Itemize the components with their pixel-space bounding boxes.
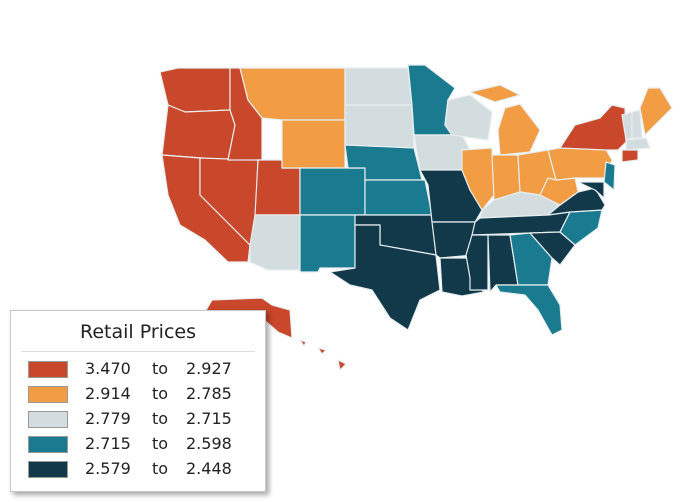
- state: [559, 209, 603, 246]
- state: [577, 181, 605, 199]
- legend-swatch: [28, 436, 68, 453]
- legend-swatch: [28, 461, 68, 478]
- legend-entry: 2.914 to 2.785: [11, 384, 265, 404]
- legend-swatch: [28, 361, 68, 378]
- legend-entry: 2.579 to 2.448: [11, 459, 265, 479]
- state: [469, 84, 541, 156]
- range-word: to: [152, 434, 169, 453]
- state: [299, 167, 366, 216]
- state: [249, 214, 301, 271]
- range-from: 2.779: [85, 409, 131, 428]
- state: [509, 232, 553, 286]
- state: [444, 94, 493, 141]
- range-to: 2.785: [186, 384, 232, 403]
- state: [299, 339, 347, 371]
- range-to: 2.715: [186, 409, 232, 428]
- range-word: to: [152, 359, 169, 378]
- range-word: to: [152, 409, 169, 428]
- state: [329, 224, 441, 331]
- legend-entry: 3.470 to 2.927: [11, 359, 265, 379]
- state: [559, 104, 627, 151]
- state: [431, 221, 476, 259]
- state: [281, 119, 346, 169]
- range-to: 2.448: [186, 459, 232, 478]
- state: [344, 104, 415, 149]
- range-to: 2.927: [186, 359, 232, 378]
- range-to: 2.598: [186, 434, 232, 453]
- state: [603, 161, 616, 191]
- legend-title: Retail Prices: [80, 321, 196, 343]
- state: [639, 87, 673, 136]
- legend-entry: 2.779 to 2.715: [11, 409, 265, 429]
- legend: Retail Prices 3.470 to 2.927 2.914 to 2.785 2.…: [10, 310, 266, 492]
- divider: [21, 351, 255, 352]
- state: [299, 214, 356, 273]
- range-from: 2.579: [85, 459, 131, 478]
- state: [625, 137, 651, 151]
- range-from: 2.914: [85, 384, 131, 403]
- state: [621, 149, 639, 163]
- state: [631, 109, 643, 139]
- state: [495, 284, 563, 336]
- range-word: to: [152, 459, 169, 478]
- range-word: to: [152, 384, 169, 403]
- state: [161, 104, 236, 161]
- state: [344, 67, 413, 106]
- legend-swatch: [28, 411, 68, 428]
- state: [364, 179, 433, 216]
- range-from: 3.470: [85, 359, 131, 378]
- state: [529, 231, 576, 266]
- legend-swatch: [28, 386, 68, 403]
- legend-entry: 2.715 to 2.598: [11, 434, 265, 454]
- state: [547, 147, 613, 181]
- range-from: 2.715: [85, 434, 131, 453]
